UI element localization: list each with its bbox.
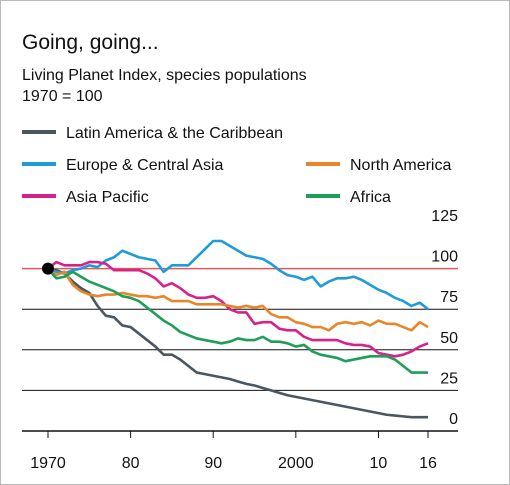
x-tick-label: 16 (419, 455, 437, 472)
chart-subtitle: Living Planet Index, species populations (22, 67, 307, 84)
x-tick-label: 90 (204, 455, 222, 472)
x-tick-label: 10 (370, 455, 388, 472)
start-marker (42, 262, 54, 275)
x-tick-label: 80 (122, 455, 140, 472)
legend-label: Latin America & the Caribbean (66, 125, 283, 142)
y-tick-label: 0 (449, 411, 458, 428)
series-line (47, 260, 429, 358)
y-tick-label: 75 (440, 289, 458, 306)
legend-label: Asia Pacific (66, 189, 149, 206)
chart-title: Going, going... (22, 31, 159, 54)
y-tick-label: 125 (431, 208, 458, 225)
legend-label: Europe & Central Asia (66, 157, 224, 174)
series-line (47, 239, 429, 311)
x-tick-label: 1970 (30, 455, 66, 472)
series-line (47, 267, 428, 374)
legend-label: North America (350, 157, 451, 174)
chart-subtitle: 1970 = 100 (22, 88, 103, 105)
series-line (47, 267, 429, 332)
legend-label: Africa (350, 189, 391, 206)
y-tick-label: 25 (440, 370, 458, 387)
y-tick-label: 50 (440, 330, 458, 347)
x-tick-label: 2000 (278, 455, 314, 472)
y-tick-label: 100 (431, 249, 458, 266)
series-line (47, 267, 428, 419)
